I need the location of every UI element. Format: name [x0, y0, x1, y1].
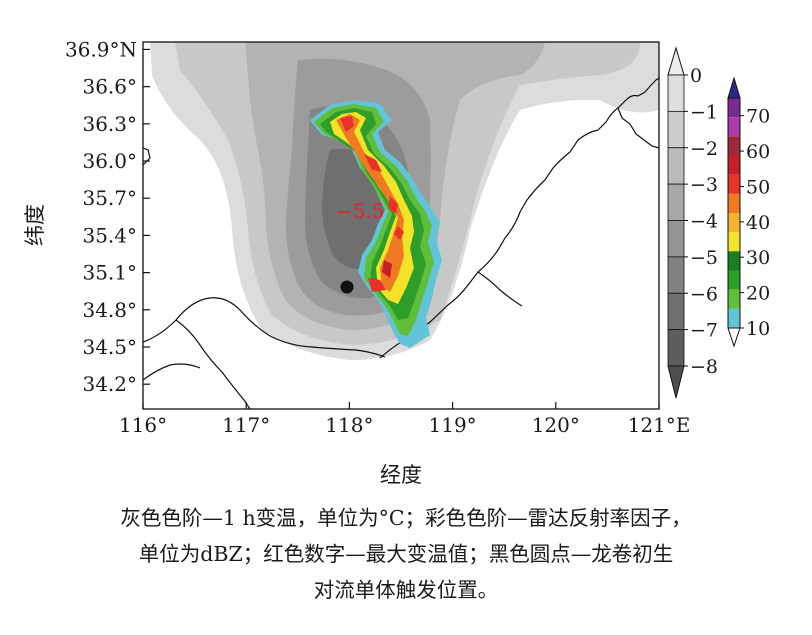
province-boundary-1: [143, 297, 386, 358]
y-tick-label-0: 34.2°: [82, 372, 137, 396]
radar-colorbar-segment-6: [728, 213, 740, 233]
temp-colorbar-segment-5: [667, 256, 685, 294]
y-tick-label-6: 36.0°: [82, 149, 137, 173]
y-tick-label-8: 36.6°: [82, 75, 137, 99]
province-boundary-2: [175, 319, 251, 409]
temp-colorbar-segment-0: [667, 74, 685, 112]
radar-colorbar-label-5: 60: [746, 141, 770, 163]
temp-colorbar-label-0: 0: [690, 65, 702, 87]
y-tick-label-5: 35.7°: [82, 186, 137, 210]
echo-50dbz-c: [388, 196, 398, 214]
y-tick-label-9: 36.9°N: [65, 37, 137, 61]
radar-colorbar-label-3: 40: [746, 212, 770, 234]
x-axis: 116° 117° 118° 119° 120° 121°E: [119, 402, 690, 437]
x-tick-label-4: 120°: [532, 413, 580, 437]
tornado-initiation-marker: [340, 280, 354, 294]
temp-colorbar-arrow-bottom: [667, 365, 685, 399]
radar-colorbar-label-2: 30: [746, 247, 770, 269]
temp-colorbar-label-4: −4: [690, 211, 718, 233]
max-temp-change-label: −5.5: [336, 199, 385, 223]
echo-55dbz-f: [368, 278, 386, 292]
temp-colorbar-segment-6: [667, 292, 685, 331]
x-axis-title: 经度: [380, 463, 422, 487]
radar-echoes: [310, 100, 442, 348]
echo-50dbz-b: [364, 154, 382, 172]
x-tick-label-0: 116°: [119, 413, 167, 437]
y-tick-label-2: 34.8°: [82, 298, 137, 322]
temp-colorbar-segment-1: [667, 110, 685, 149]
radar-colorbar-segment-4: [728, 174, 740, 194]
radar-colorbar-segment-3: [728, 155, 740, 175]
temp-colorbar-label-6: −6: [690, 283, 718, 305]
province-boundary-3: [143, 363, 201, 381]
echo-50dbz-d: [394, 226, 404, 240]
y-tick-label-7: 36.3°: [82, 112, 137, 136]
y-tick-label-4: 35.4°: [82, 223, 137, 247]
radar-colorbar-segment-11: [728, 308, 740, 328]
radar-colorbar-label-1: 20: [746, 283, 770, 305]
caption-line-1: 灰色色阶—1 h变温，单位为°C；彩色色阶—雷达反射率因子，: [120, 506, 692, 530]
y-axis-title: 纬度: [23, 204, 47, 246]
coastline: [379, 77, 659, 359]
boundary-lines: [143, 77, 659, 409]
temp-colorbar-label-7: −7: [690, 320, 718, 342]
radar-colorbar-segment-5: [728, 193, 740, 213]
radar-colorbar-segment-10: [728, 289, 740, 309]
coastline-3: [477, 271, 523, 307]
radar-colorbar-arrow-top: [727, 76, 741, 99]
x-tick-label-1: 117°: [222, 413, 270, 437]
radar-colorbar-label-4: 50: [746, 176, 770, 198]
temperature-colorbar: 0 −1 −2 −3 −4 −5 −6 −7 −8: [667, 46, 718, 399]
map-figure: −5.5 116° 117° 118° 119° 120° 121°E 34.2° 34.5…: [23, 37, 770, 487]
temp-colorbar-segment-3: [667, 183, 685, 221]
temp-colorbar-segment-7: [667, 329, 685, 367]
radar-colorbar-arrow-bottom: [727, 327, 741, 348]
temp-colorbar-label-1: −1: [690, 101, 718, 123]
radar-colorbar-segment-2: [728, 136, 740, 156]
radar-colorbar-label-0: 10: [746, 318, 770, 340]
temp-colorbar-segment-4: [667, 220, 685, 258]
radar-colorbar-segment-7: [728, 232, 740, 252]
x-tick-label-3: 119°: [429, 413, 477, 437]
radar-colorbar-segment-9: [728, 270, 740, 290]
y-tick-label-3: 35.1°: [82, 261, 137, 285]
echo-50dbz-e: [382, 260, 392, 278]
y-axis: 34.2° 34.5° 34.8° 35.1° 35.4° 35.7° 36.0° 36.3°…: [65, 37, 150, 396]
plot-frame: [142, 41, 660, 410]
radar-colorbar: 10 20 30 40 50 60 70: [727, 76, 770, 348]
temp-colorbar-label-2: −2: [690, 138, 718, 160]
temp-colorbar-arrow-top: [667, 46, 685, 76]
caption-line-2: 单位为dBZ；红色数字—最大变温值；黑色圆点—龙卷初生: [138, 542, 674, 566]
radar-colorbar-label-6: 70: [746, 106, 770, 128]
caption-line-3: 对流单体触发位置。: [313, 578, 499, 602]
echo-50dbz-a: [340, 116, 354, 132]
temp-colorbar-label-5: −5: [690, 247, 718, 269]
temp-colorbar-segment-2: [667, 147, 685, 185]
figure-caption: 灰色色阶—1 h变温，单位为°C；彩色色阶—雷达反射率因子， 单位为dBZ；红色…: [0, 500, 812, 608]
radar-colorbar-segment-0: [728, 98, 740, 118]
coastline-2: [617, 107, 659, 149]
temp-colorbar-label-8: −8: [690, 356, 718, 378]
radar-colorbar-segment-8: [728, 251, 740, 271]
x-tick-label-5: 121°E: [628, 413, 691, 437]
temp-colorbar-label-3: −3: [690, 174, 718, 196]
radar-colorbar-segment-1: [728, 117, 740, 137]
y-tick-label-1: 34.5°: [82, 335, 137, 359]
x-tick-label-2: 118°: [325, 413, 373, 437]
